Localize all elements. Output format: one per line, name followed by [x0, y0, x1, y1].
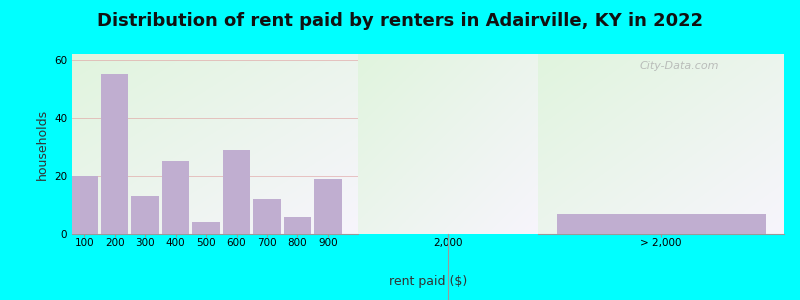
Bar: [101, 74, 128, 234]
Text: rent paid ($): rent paid ($): [389, 275, 467, 288]
Bar: [284, 217, 311, 234]
Bar: [254, 199, 281, 234]
Bar: [192, 222, 220, 234]
Y-axis label: households: households: [35, 108, 49, 180]
Bar: [70, 176, 98, 234]
Bar: [314, 179, 342, 234]
Bar: [162, 161, 190, 234]
Text: Distribution of rent paid by renters in Adairville, KY in 2022: Distribution of rent paid by renters in …: [97, 12, 703, 30]
Bar: [223, 150, 250, 234]
Bar: [557, 214, 766, 234]
Bar: [131, 196, 159, 234]
Text: City-Data.com: City-Data.com: [640, 61, 719, 71]
